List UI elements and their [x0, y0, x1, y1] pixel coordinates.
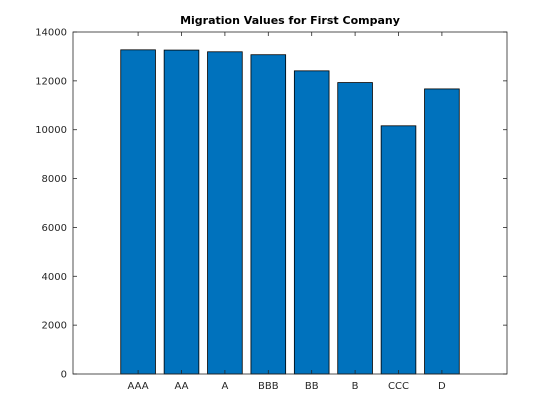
y-axis-ticks: 0 2000 4000 6000 8000 10000 12000 14000: [35, 28, 507, 381]
y-tick-label: 12000: [35, 76, 67, 87]
bars-group: [120, 49, 460, 375]
y-tick-label: 8000: [42, 174, 67, 185]
y-tick-label: 14000: [35, 28, 67, 39]
y-tick-label: 10000: [35, 125, 67, 136]
y-tick-label: 2000: [42, 321, 67, 332]
x-tick-label: BBB: [258, 381, 279, 392]
x-tick-label: AAA: [128, 381, 149, 392]
x-tick-label: AA: [175, 381, 189, 392]
plot-area-frame: [72, 31, 508, 375]
y-tick-label: 0: [61, 370, 67, 381]
bar-a: [207, 51, 243, 375]
bar-aaa: [120, 49, 156, 375]
bar-b: [337, 82, 373, 375]
bar-d: [424, 88, 460, 375]
bar-ccc: [380, 125, 417, 375]
bar-bbb: [250, 54, 287, 375]
x-tick-label: B: [352, 381, 359, 392]
y-tick-label: 4000: [42, 272, 67, 283]
x-tick-label: CCC: [388, 381, 409, 392]
chart-title: Migration Values for First Company: [180, 14, 400, 27]
x-axis-ticks: AAA AA A BBB BB B CCC D: [128, 32, 446, 392]
bar-bb: [293, 70, 330, 375]
y-tick-label: 6000: [42, 223, 67, 234]
x-tick-label: A: [221, 381, 228, 392]
x-tick-label: BB: [305, 381, 319, 392]
bar-aa: [163, 49, 200, 375]
x-tick-label: D: [438, 381, 446, 392]
